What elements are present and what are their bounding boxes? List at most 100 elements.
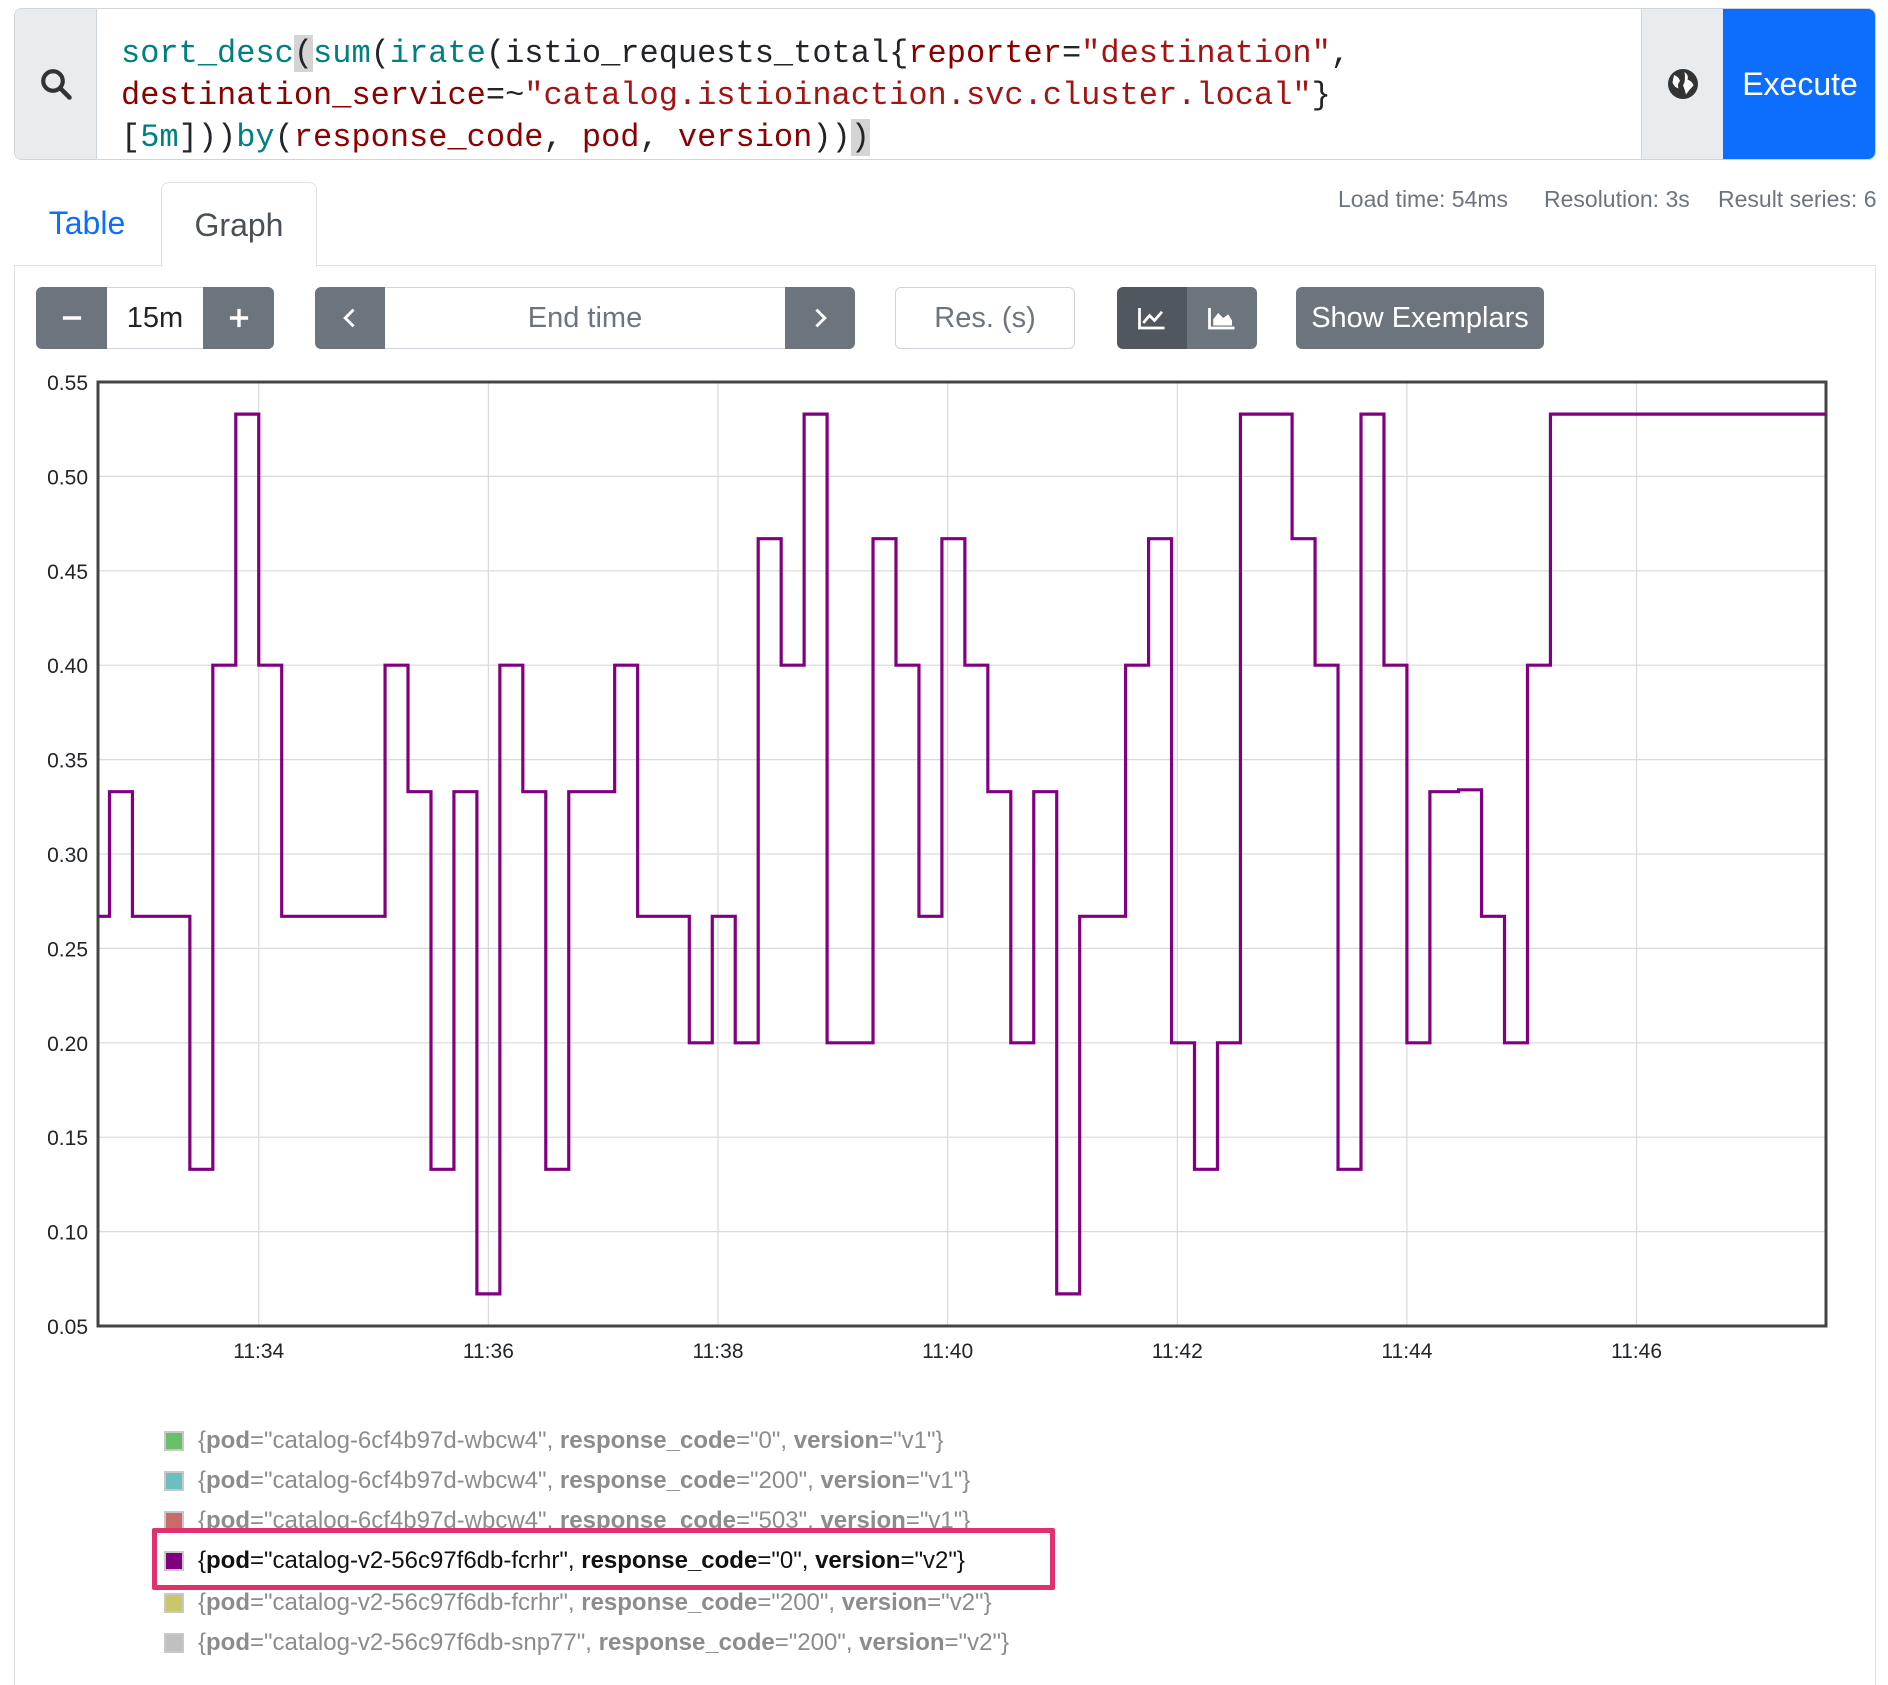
plus-icon	[229, 308, 248, 328]
legend-value: 0	[758, 1427, 772, 1454]
query-token: =~	[485, 77, 525, 114]
x-tick-label: 11:38	[693, 1340, 744, 1363]
legend-value: catalog-6cf4b97d-wbcw4	[272, 1467, 539, 1494]
legend-value: v2	[923, 1547, 949, 1574]
legend-item[interactable]: {pod="catalog-6cf4b97d-wbcw4", response_…	[164, 1424, 944, 1458]
query-token: =	[1061, 35, 1082, 72]
legend-value: 200	[797, 1629, 838, 1656]
query-token: "destination"	[1081, 35, 1331, 72]
legend-label: {pod="catalog-v2-56c97f6db-fcrhr", respo…	[198, 1589, 992, 1616]
tab-graph[interactable]: Graph	[161, 182, 317, 267]
line-chart-icon	[1138, 308, 1165, 330]
y-tick-label: 0.45	[47, 561, 88, 584]
legend-item[interactable]: {pod="catalog-6cf4b97d-wbcw4", response_…	[164, 1464, 970, 1498]
legend-value: v2	[949, 1589, 976, 1616]
legend-item[interactable]: {pod="catalog-v2-56c97f6db-fcrhr", respo…	[164, 1586, 992, 1620]
x-tick-label: 11:34	[233, 1340, 284, 1363]
query-token: (	[293, 35, 314, 72]
y-tick-label: 0.30	[47, 844, 88, 867]
highlight-annotation	[152, 1528, 1055, 1590]
stacked-chart-button[interactable]	[1187, 287, 1257, 349]
search-icon-box	[15, 9, 97, 159]
query-token: ,	[639, 119, 678, 156]
increase-range-button[interactable]	[203, 287, 274, 349]
query-token: } [	[121, 77, 1331, 156]
y-tick-label: 0.10	[47, 1222, 88, 1245]
legend-label: {pod="catalog-6cf4b97d-wbcw4", response_…	[198, 1427, 944, 1454]
result-series-stat: Result series: 6	[1718, 186, 1877, 212]
query-token: pod	[581, 119, 640, 156]
decrease-range-button[interactable]	[36, 287, 107, 349]
x-tick-label: 11:42	[1152, 1340, 1203, 1363]
graph-chart: 0.05 0.10 0.15 0.20 0.25 0.30 0.35 0.40 0.45 0.50…	[47, 372, 1828, 1363]
metrics-explorer-button[interactable]	[1641, 9, 1723, 159]
legend-value: catalog-v2-56c97f6db-fcrhr	[272, 1589, 560, 1616]
resolution-stat: Resolution: 3s	[1544, 186, 1690, 212]
series-line	[98, 412, 1826, 1296]
chevron-left-icon	[343, 308, 355, 328]
area-chart-icon	[1208, 308, 1235, 330]
unstacked-chart-button[interactable]	[1117, 287, 1187, 349]
legend-swatch	[164, 1471, 184, 1491]
globe-icon	[1667, 69, 1698, 99]
range-input[interactable]: 15m	[107, 287, 203, 349]
legend-swatch	[164, 1431, 184, 1451]
show-exemplars-button[interactable]: Show Exemplars	[1296, 287, 1544, 349]
query-token: (	[370, 35, 390, 72]
query-token: ,	[1330, 35, 1350, 72]
query-expression-input[interactable]: sort_desc(sum(irate(istio_requests_total…	[97, 9, 1641, 159]
chevron-right-icon	[815, 308, 827, 328]
legend-item[interactable]: {pod="catalog-v2-56c97f6db-snp77", respo…	[164, 1626, 1009, 1660]
search-icon	[40, 69, 72, 100]
y-tick-label: 0.25	[47, 938, 88, 961]
query-token: (	[274, 119, 294, 156]
legend-swatch	[164, 1633, 184, 1653]
legend-value: catalog-v2-56c97f6db-fcrhr	[272, 1547, 560, 1574]
tab-table[interactable]: Table	[48, 204, 126, 241]
legend-swatch	[164, 1551, 184, 1571]
x-tick-label: 11:46	[1611, 1340, 1662, 1363]
query-token: sum	[313, 35, 371, 72]
legend-value: v1	[928, 1467, 954, 1494]
query-token: sort_desc	[121, 35, 294, 72]
legend-label: {pod="catalog-v2-56c97f6db-fcrhr", respo…	[198, 1547, 965, 1574]
resolution-input[interactable]: Res. (s)	[895, 287, 1075, 349]
legend-item[interactable]: {pod="catalog-v2-56c97f6db-fcrhr", respo…	[164, 1544, 965, 1578]
query-bar: sort_desc(sum(irate(istio_requests_total…	[14, 8, 1876, 160]
query-token: response_code	[293, 119, 544, 156]
execute-button[interactable]: Execute	[1723, 9, 1875, 159]
y-tick-label: 0.20	[47, 1033, 88, 1056]
load-time-stat: Load time: 54ms	[1338, 186, 1509, 212]
query-token: by	[236, 119, 275, 156]
legend-swatch	[164, 1593, 184, 1613]
y-tick-label: 0.40	[47, 655, 88, 678]
legend-value: v1	[901, 1427, 928, 1454]
legend-value: 200	[758, 1467, 799, 1494]
tab-divider	[14, 265, 1876, 266]
legend-value: catalog-6cf4b97d-wbcw4	[272, 1427, 539, 1454]
legend-label: {pod="catalog-6cf4b97d-wbcw4", response_…	[198, 1467, 971, 1494]
query-token: reporter	[908, 35, 1062, 72]
legend-value: 200	[779, 1589, 820, 1616]
query-token: ))	[812, 119, 851, 156]
end-time-input[interactable]: End time	[385, 287, 785, 349]
x-tick-label: 11:40	[922, 1340, 973, 1363]
query-token: ,	[543, 119, 582, 156]
legend-value: v2	[967, 1629, 993, 1656]
query-token: destination_service	[121, 77, 486, 114]
x-tick-label: 11:44	[1381, 1340, 1432, 1363]
legend-value: catalog-v2-56c97f6db-snp77	[272, 1629, 577, 1656]
y-tick-label: 0.50	[47, 466, 88, 489]
x-tick-label: 11:36	[463, 1340, 514, 1363]
query-token: irate	[389, 35, 486, 72]
y-tick-label: 0.35	[47, 750, 88, 773]
query-token: )	[850, 119, 870, 156]
next-time-button[interactable]	[785, 287, 855, 349]
query-token: 5m	[140, 119, 179, 156]
y-tick-label: 0.05	[47, 1316, 88, 1339]
minus-icon	[62, 316, 81, 320]
prev-time-button[interactable]	[315, 287, 385, 349]
y-tick-label: 0.15	[47, 1127, 88, 1150]
query-token: "catalog.istioinaction.svc.cluster.local…	[524, 77, 1312, 114]
query-token: (istio_requests_total{	[485, 35, 909, 72]
